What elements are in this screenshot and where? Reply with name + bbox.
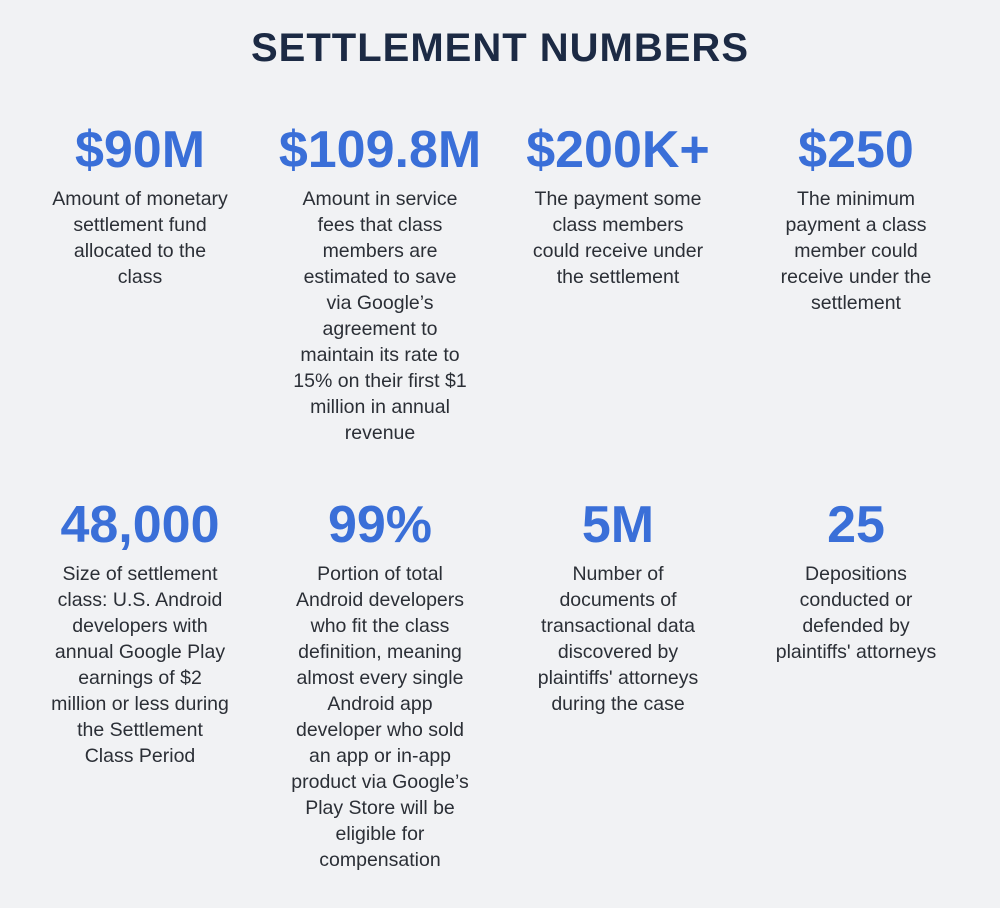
stat-card: 48,000 Size of settlement class: U.S. An… (20, 495, 260, 769)
stat-description: Amount of monetary settlement fund alloc… (52, 188, 228, 288)
stat-description: The payment some class members could rec… (532, 188, 704, 288)
stat-card: 25 Depositions conducted or defended by … (736, 495, 976, 665)
stat-value: 5M (581, 496, 655, 554)
stat-value: $90M (74, 121, 206, 179)
stat-card: 5M Number of documents of transactional … (498, 495, 738, 717)
stat-description: Size of settlement class: U.S. Android d… (51, 563, 229, 767)
stat-value: 25 (827, 496, 885, 554)
stat-card: 99% Portion of total Android developers … (260, 495, 500, 873)
stat-value: 48,000 (60, 496, 220, 554)
stat-description: Depositions conducted or defended by pla… (775, 563, 937, 663)
stat-value: $109.8M (278, 121, 482, 179)
stat-description: The minimum payment a class member could… (780, 188, 932, 314)
stat-value: $200K+ (526, 121, 710, 179)
stat-value: 99% (327, 496, 433, 554)
stat-description: Number of documents of transactional dat… (537, 563, 699, 715)
stat-card: $90M Amount of monetary settlement fund … (20, 120, 260, 290)
stat-card: $250 The minimum payment a class member … (736, 120, 976, 316)
stat-description: Amount in service fees that class member… (293, 188, 467, 444)
page-title: SETTLEMENT NUMBERS (251, 26, 749, 70)
stat-card: $200K+ The payment some class members co… (498, 120, 738, 290)
stat-value: $250 (798, 121, 914, 179)
stat-card: $109.8M Amount in service fees that clas… (260, 120, 500, 446)
stat-description: Portion of total Android developers who … (291, 563, 469, 871)
